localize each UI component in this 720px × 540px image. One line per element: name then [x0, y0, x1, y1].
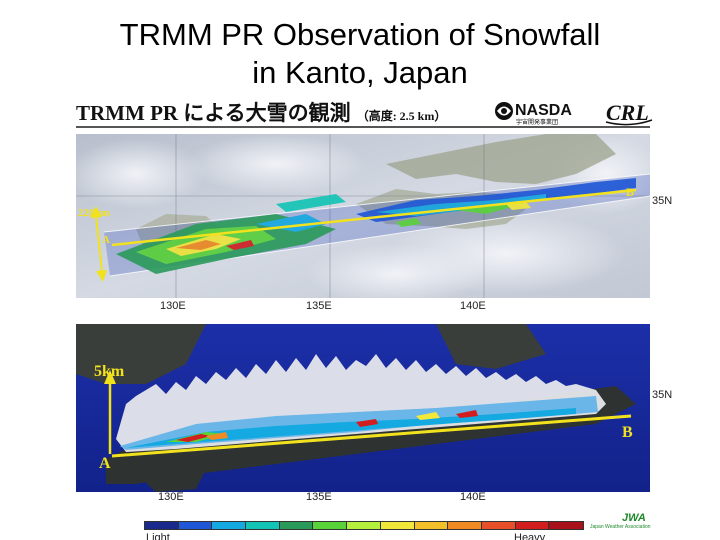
slide-title-line-1: TRMM PR Observation of Snowfall — [119, 17, 601, 52]
longitude-label-140-bottom: 140E — [460, 491, 486, 503]
svg-text:JWA: JWA — [622, 512, 646, 524]
intensity-colorbar — [144, 521, 584, 530]
colorbar-swatch — [448, 522, 482, 529]
height-scale-arrow-icon — [104, 370, 116, 454]
slide-title-line-2: in Kanto, Japan — [252, 55, 468, 90]
svg-text:Japan Weather Association: Japan Weather Association — [590, 524, 651, 530]
latitude-label-bottom: 35N — [652, 389, 673, 401]
longitude-label-130-bottom: 130E — [158, 491, 184, 503]
colorbar-swatch — [178, 522, 213, 529]
track-point-b-bottom: B — [622, 424, 633, 441]
colorbar-swatch — [313, 522, 348, 529]
longitude-label-135-bottom: 135E — [306, 491, 332, 503]
svg-text:NASDA: NASDA — [515, 102, 572, 119]
colorbar-swatch — [145, 522, 179, 529]
colorbar-swatch — [515, 522, 550, 529]
jwa-logo: JWA Japan Weather Association — [590, 512, 651, 530]
header-rule — [76, 126, 650, 128]
nasda-logo: NASDA 宇宙開発事業団 — [495, 102, 572, 126]
japanese-figure-header: TRMM PR による大雪の観測 （高度: 2.5 km） — [76, 97, 447, 125]
track-point-a-bottom: A — [99, 455, 111, 472]
altitude-label: （高度: 2.5 km） — [356, 109, 447, 123]
track-line-ab — [111, 188, 637, 247]
colorbar-swatch — [212, 522, 247, 529]
svg-text:CRL: CRL — [606, 100, 649, 125]
longitude-label-135-top: 135E — [306, 300, 332, 312]
japanese-title: TRMM PR による大雪の観測 — [76, 101, 351, 125]
track-point-a-top: A — [102, 234, 110, 246]
colorbar-low-label: Light — [146, 532, 170, 540]
colorbar-swatch — [481, 522, 516, 529]
slide-title: TRMM PR Observation of Snowfall in Kanto… — [0, 16, 720, 92]
latitude-label-top: 35N — [652, 195, 673, 207]
colorbar-swatch — [279, 522, 314, 529]
longitude-label-130-top: 130E — [160, 300, 186, 312]
colorbar-swatch — [549, 522, 583, 529]
swath-width-label: 220km — [78, 207, 110, 219]
crl-logo: CRL — [605, 100, 653, 126]
longitude-label-140-top: 140E — [460, 300, 486, 312]
track-line-ab-3d — [111, 414, 632, 458]
plan-view-panel — [76, 134, 650, 298]
colorbar-swatch — [414, 522, 449, 529]
colorbar-swatch — [347, 522, 381, 529]
height-label: 5km — [94, 363, 125, 380]
swath-width-arrow-icon — [90, 206, 107, 282]
track-point-b-top: B — [626, 185, 635, 199]
nasda-emblem-icon — [495, 102, 513, 120]
svg-text:宇宙開発事業団: 宇宙開発事業団 — [516, 118, 558, 126]
colorbar-high-label: Heavy — [514, 532, 546, 540]
colorbar-swatch — [380, 522, 415, 529]
three-d-view-panel — [76, 324, 650, 492]
colorbar-swatch — [246, 522, 280, 529]
